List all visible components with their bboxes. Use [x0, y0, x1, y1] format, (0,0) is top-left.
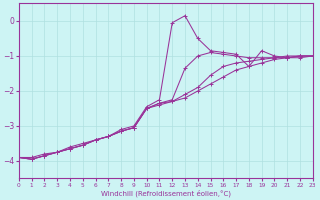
X-axis label: Windchill (Refroidissement éolien,°C): Windchill (Refroidissement éolien,°C) [101, 189, 231, 197]
